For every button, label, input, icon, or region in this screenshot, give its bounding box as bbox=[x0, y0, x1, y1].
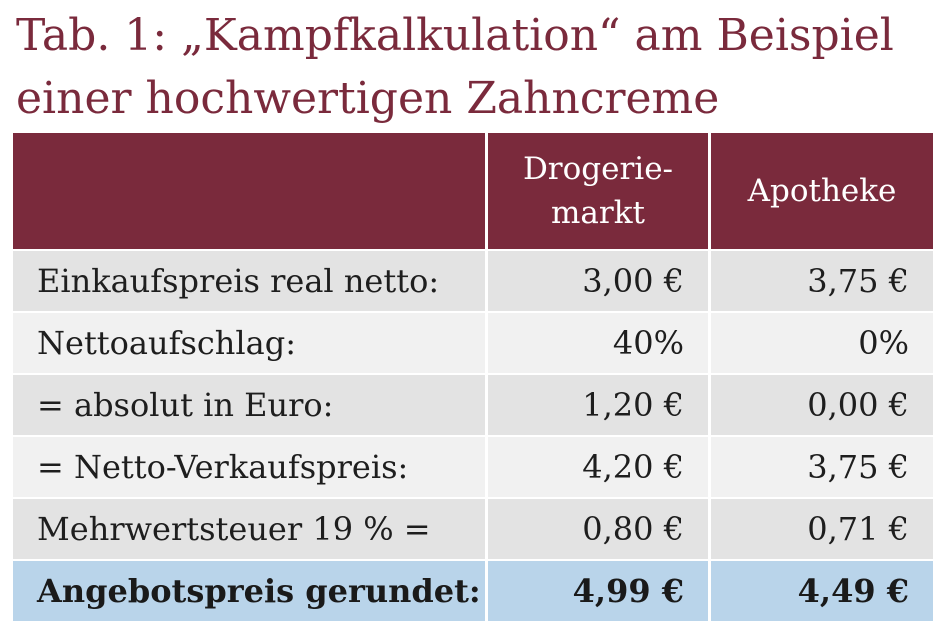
row-value-drogeriemarkt: 1,20 € bbox=[488, 375, 708, 435]
row-label-nettoaufschlag: Nettoaufschlag: bbox=[13, 313, 485, 373]
total-value-drogeriemarkt: 4,99 € bbox=[488, 561, 708, 621]
header-drogeriemarkt: Drogerie-markt bbox=[488, 133, 708, 249]
header-empty-cell bbox=[13, 133, 485, 249]
row-value-drogeriemarkt: 4,20 € bbox=[488, 437, 708, 497]
row-value-drogeriemarkt: 40% bbox=[488, 313, 708, 373]
total-value-apotheke: 4,49 € bbox=[711, 561, 933, 621]
row-value-apotheke: 0% bbox=[711, 313, 933, 373]
price-calculation-table: Drogerie-markt Apotheke Einkaufspreis re… bbox=[13, 133, 933, 629]
row-label-mehrwertsteuer: Mehrwertsteuer 19 % = bbox=[13, 499, 485, 559]
header-apotheke: Apotheke bbox=[711, 133, 933, 249]
row-value-apotheke: 0,71 € bbox=[711, 499, 933, 559]
row-label-netto-verkaufspreis: = Netto-Verkaufspreis: bbox=[13, 437, 485, 497]
row-value-apotheke: 0,00 € bbox=[711, 375, 933, 435]
header-drogeriemarkt-label: Drogerie-markt bbox=[522, 151, 674, 231]
row-label-angebotspreis: Angebotspreis gerundet: bbox=[13, 561, 485, 621]
row-label-einkaufspreis: Einkaufspreis real netto: bbox=[13, 251, 485, 311]
row-value-drogeriemarkt: 3,00 € bbox=[488, 251, 708, 311]
row-value-apotheke: 3,75 € bbox=[711, 437, 933, 497]
row-label-absolut: = absolut in Euro: bbox=[13, 375, 485, 435]
row-value-drogeriemarkt: 0,80 € bbox=[488, 499, 708, 559]
table-title: Tab. 1: „Kampfkalkulation“ am Beispiel e… bbox=[16, 10, 894, 124]
row-value-apotheke: 3,75 € bbox=[711, 251, 933, 311]
